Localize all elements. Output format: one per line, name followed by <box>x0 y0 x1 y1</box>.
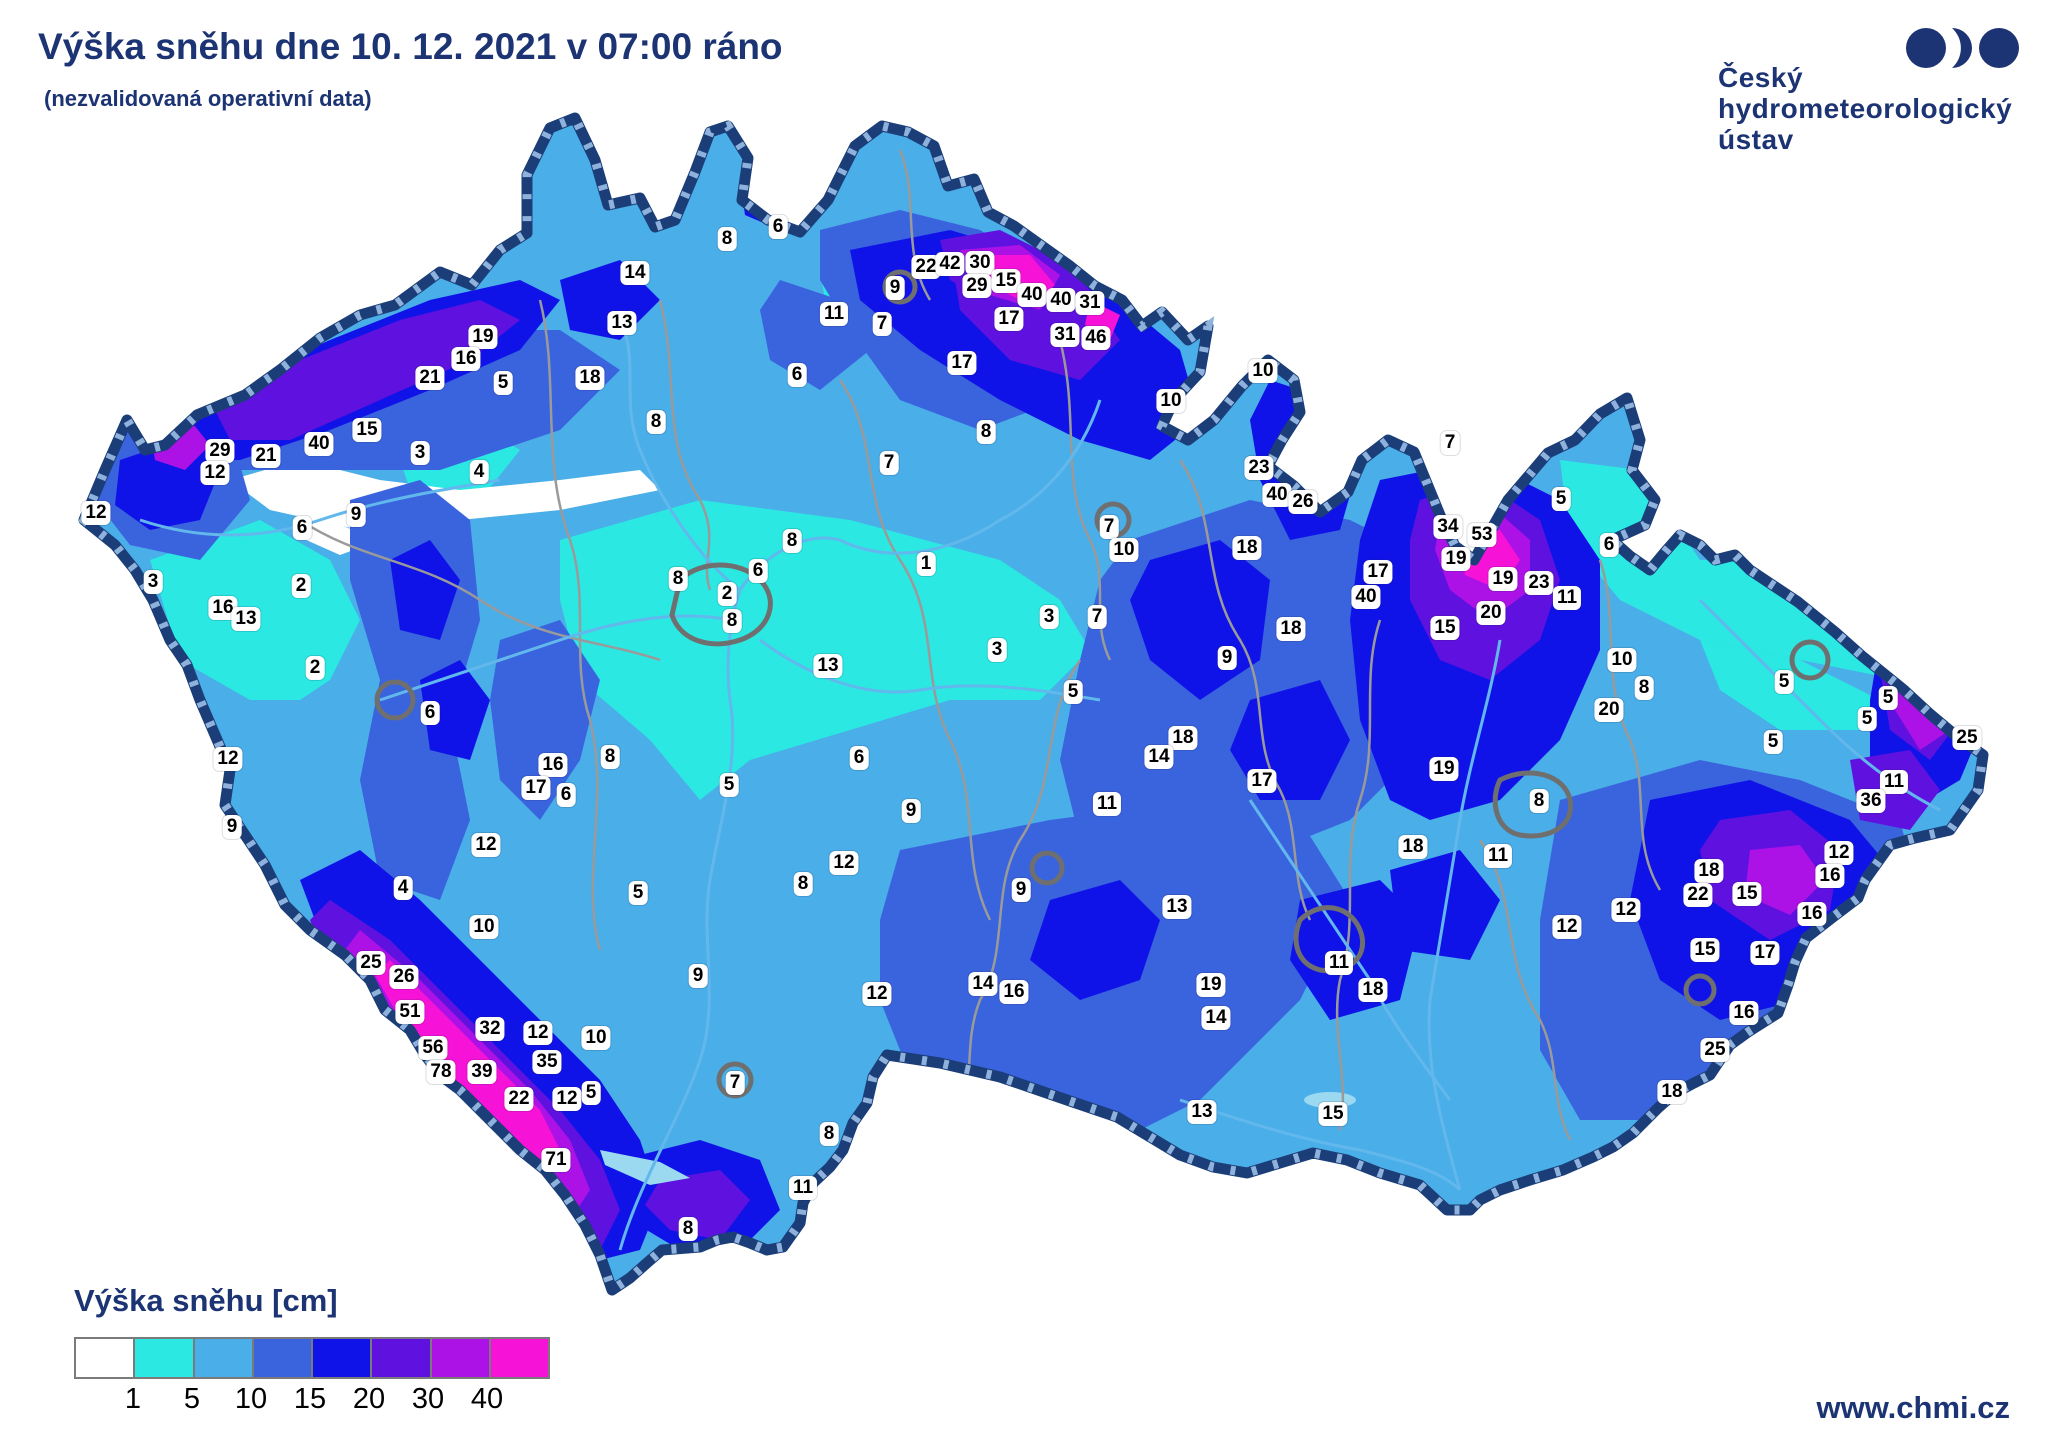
legend-tick: 15 <box>293 1383 327 1415</box>
legend-tick: 5 <box>183 1383 201 1415</box>
legend-swatch <box>372 1339 432 1377</box>
chmi-logo-text: Český hydrometeorologický ústav <box>1718 62 2012 155</box>
logo-line-2: hydrometeorologický <box>1718 93 2013 124</box>
legend-color-scale <box>74 1337 550 1379</box>
district-boundaries <box>299 149 1662 1151</box>
legend-swatch <box>490 1339 548 1377</box>
legend-swatch <box>431 1339 491 1377</box>
legend-tick: 40 <box>470 1383 504 1415</box>
legend-swatch <box>76 1339 136 1377</box>
legend-swatch <box>253 1339 313 1377</box>
page-subtitle: (nezvalidovaná operativní data) <box>44 86 372 111</box>
legend-swatch <box>135 1339 195 1377</box>
legend-tick: 20 <box>352 1383 386 1415</box>
legend-swatch <box>313 1339 373 1377</box>
legend-title: Výška sněhu [cm] <box>74 1283 338 1318</box>
chmi-logo-icon <box>1906 28 2019 68</box>
legend-swatch <box>194 1339 254 1377</box>
legend-tick-labels: 1 5 10 15 20 30 40 <box>74 1383 574 1419</box>
legend-tick: 10 <box>234 1383 268 1415</box>
legend-tick: 30 <box>411 1383 445 1415</box>
logo-line-3: ústav <box>1718 124 1794 155</box>
legend-tick: 1 <box>124 1383 142 1415</box>
chmi-website-link[interactable]: www.chmi.cz <box>1816 1390 2010 1425</box>
logo-line-1: Český <box>1718 62 1804 93</box>
page-title: Výška sněhu dne 10. 12. 2021 v 07:00 rán… <box>38 26 783 67</box>
city-boundaries <box>374 269 1831 1099</box>
legend: Výška sněhu [cm] 1 5 10 15 20 30 40 <box>74 1283 574 1419</box>
